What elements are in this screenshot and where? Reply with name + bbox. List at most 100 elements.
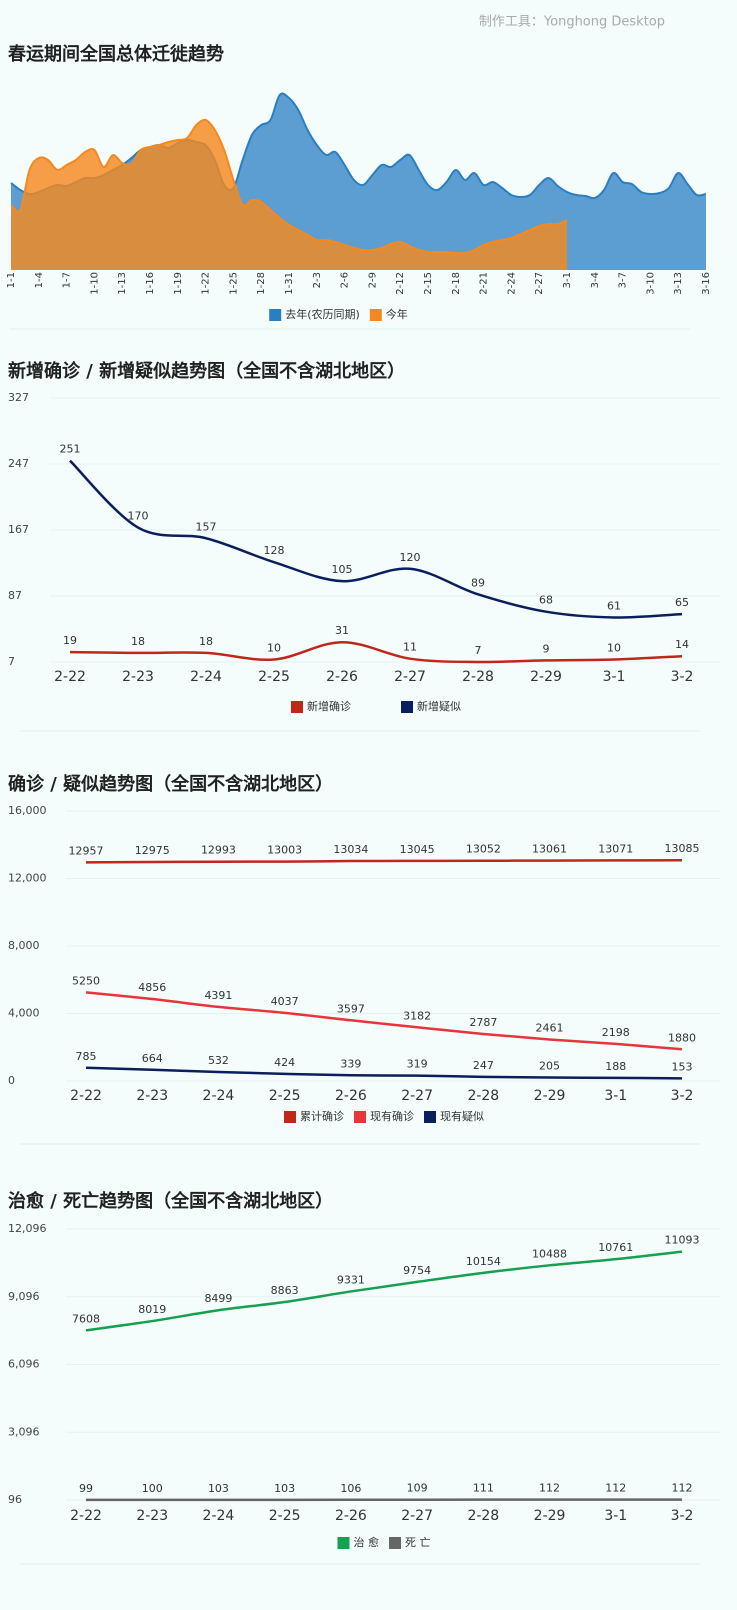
x-tick-label: 2-29 bbox=[534, 1508, 566, 1524]
data-label: 61 bbox=[607, 599, 621, 612]
y-tick-label: 96 bbox=[8, 1493, 22, 1506]
legend-swatch bbox=[269, 309, 282, 321]
legend-label: 新增疑似 bbox=[417, 699, 461, 713]
x-tick-label: 1-19 bbox=[173, 272, 184, 295]
x-tick-label: 2-26 bbox=[335, 1508, 367, 1524]
x-tick-label: 2-24 bbox=[506, 272, 517, 295]
legend-swatch bbox=[354, 1111, 366, 1123]
legend-swatch bbox=[401, 701, 413, 713]
data-label: 9331 bbox=[337, 1273, 365, 1286]
x-tick-label: 2-22 bbox=[70, 1508, 102, 1524]
series-line bbox=[85, 1250, 683, 1332]
data-label: 13052 bbox=[466, 843, 501, 856]
x-tick-label: 2-29 bbox=[534, 1088, 566, 1104]
series-line bbox=[69, 459, 683, 619]
x-tick-label: 2-24 bbox=[203, 1508, 235, 1524]
y-tick-label: 12,000 bbox=[8, 872, 47, 885]
data-label: 14 bbox=[675, 638, 689, 651]
data-label: 13071 bbox=[598, 842, 633, 855]
data-label: 9 bbox=[543, 642, 550, 655]
x-tick-label: 2-18 bbox=[451, 272, 462, 295]
legend-swatch bbox=[369, 309, 382, 321]
data-label: 89 bbox=[471, 576, 485, 589]
data-label: 153 bbox=[672, 1060, 693, 1073]
legend-label: 现有疑似 bbox=[440, 1109, 484, 1123]
data-label: 13061 bbox=[532, 843, 567, 856]
legend-label: 死 亡 bbox=[405, 1535, 431, 1549]
x-tick-label: 2-9 bbox=[367, 272, 378, 288]
x-tick-label: 2-26 bbox=[335, 1088, 367, 1104]
data-label: 103 bbox=[208, 1482, 229, 1495]
legend-swatch bbox=[389, 1537, 401, 1549]
data-label: 12993 bbox=[201, 844, 236, 857]
y-tick-label: 7 bbox=[8, 655, 15, 668]
data-label: 11 bbox=[403, 641, 417, 654]
x-tick-label: 3-2 bbox=[671, 669, 694, 685]
data-label: 128 bbox=[264, 544, 285, 557]
data-label: 157 bbox=[196, 520, 217, 533]
data-label: 9754 bbox=[403, 1264, 431, 1277]
x-tick-label: 3-2 bbox=[671, 1508, 694, 1524]
x-tick-label: 2-12 bbox=[395, 272, 406, 295]
legend: 新增确诊 新增疑似 bbox=[291, 699, 461, 713]
legend-label: 去年(农历同期) bbox=[285, 307, 360, 321]
x-tick-label: 3-1 bbox=[604, 1088, 627, 1104]
legend-label: 新增确诊 bbox=[307, 699, 351, 713]
data-label: 68 bbox=[539, 594, 553, 607]
data-label: 31 bbox=[335, 624, 349, 637]
data-label: 12975 bbox=[135, 844, 170, 857]
x-tick-label: 2-21 bbox=[479, 272, 490, 295]
data-label: 188 bbox=[605, 1060, 626, 1073]
data-label: 8863 bbox=[271, 1284, 299, 1297]
x-tick-label: 1-31 bbox=[284, 272, 295, 295]
data-label: 785 bbox=[76, 1050, 97, 1063]
data-label: 1880 bbox=[668, 1031, 696, 1044]
legend: 治 愈死 亡 bbox=[337, 1535, 431, 1549]
data-label: 13034 bbox=[333, 843, 368, 856]
data-label: 13003 bbox=[267, 844, 302, 857]
y-tick-label: 6,096 bbox=[8, 1358, 40, 1371]
data-label: 532 bbox=[208, 1054, 229, 1067]
x-tick-label: 2-29 bbox=[530, 669, 562, 685]
data-label: 100 bbox=[142, 1482, 163, 1495]
data-label: 247 bbox=[473, 1059, 494, 1072]
data-label: 3597 bbox=[337, 1002, 365, 1015]
x-tick-label: 2-23 bbox=[136, 1088, 168, 1104]
legend-label: 现有确诊 bbox=[370, 1109, 414, 1123]
x-tick-label: 2-3 bbox=[312, 272, 323, 288]
data-label: 3182 bbox=[403, 1009, 431, 1022]
y-tick-label: 3,096 bbox=[8, 1425, 40, 1438]
chart-title: 春运期间全国总体迁徙趋势 bbox=[8, 43, 224, 65]
data-label: 4856 bbox=[138, 981, 166, 994]
x-tick-label: 3-1 bbox=[604, 1508, 627, 1524]
legend: 累计确诊 现有确诊 现有疑似 bbox=[284, 1109, 484, 1123]
legend-swatch bbox=[337, 1537, 350, 1549]
data-label: 65 bbox=[675, 596, 689, 609]
x-tick-label: 2-24 bbox=[203, 1088, 235, 1104]
data-label: 424 bbox=[274, 1056, 295, 1069]
data-label: 8499 bbox=[204, 1292, 232, 1305]
data-label: 664 bbox=[142, 1052, 163, 1065]
x-tick-label: 2-28 bbox=[462, 669, 494, 685]
legend-swatch bbox=[424, 1111, 436, 1123]
data-label: 13045 bbox=[400, 843, 435, 856]
series-line bbox=[85, 991, 683, 1051]
data-label: 339 bbox=[340, 1057, 361, 1070]
legend-swatch bbox=[284, 1111, 296, 1123]
x-tick-label: 2-28 bbox=[467, 1088, 499, 1104]
x-tick-label: 2-26 bbox=[326, 669, 358, 685]
data-label: 4037 bbox=[271, 995, 299, 1008]
credit: 制作工具：Yonghong Desktop bbox=[479, 15, 665, 30]
data-label: 11093 bbox=[665, 1234, 700, 1247]
data-label: 10761 bbox=[598, 1241, 633, 1254]
data-label: 112 bbox=[605, 1482, 626, 1495]
x-tick-label: 2-25 bbox=[258, 669, 290, 685]
data-label: 109 bbox=[407, 1482, 428, 1495]
area-line bbox=[10, 118, 568, 255]
legend: 去年(农历同期) 今年 bbox=[269, 307, 408, 321]
x-tick-label: 1-1 bbox=[6, 272, 17, 288]
x-tick-label: 2-24 bbox=[190, 669, 222, 685]
y-tick-label: 4,000 bbox=[8, 1007, 40, 1020]
data-label: 112 bbox=[672, 1482, 693, 1495]
